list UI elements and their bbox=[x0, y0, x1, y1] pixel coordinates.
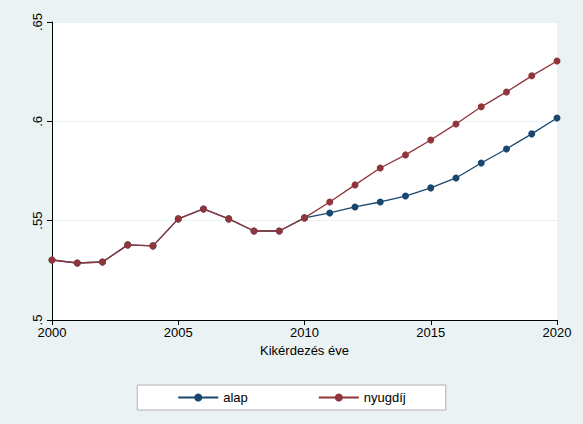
svg-text:2010: 2010 bbox=[290, 325, 319, 340]
svg-text:2015: 2015 bbox=[416, 325, 445, 340]
svg-text:alap: alap bbox=[223, 390, 248, 405]
svg-text:2005: 2005 bbox=[164, 325, 193, 340]
svg-text:2020: 2020 bbox=[543, 325, 572, 340]
svg-text:.55: .55 bbox=[30, 212, 45, 230]
svg-text:.6: .6 bbox=[30, 116, 45, 127]
svg-text:.65: .65 bbox=[30, 13, 45, 31]
svg-text:2000: 2000 bbox=[38, 325, 67, 340]
svg-text:nyugdíj: nyugdíj bbox=[364, 390, 406, 405]
svg-text:Kikérdezés éve: Kikérdezés éve bbox=[260, 343, 349, 358]
svg-text:.5: .5 bbox=[30, 315, 45, 326]
